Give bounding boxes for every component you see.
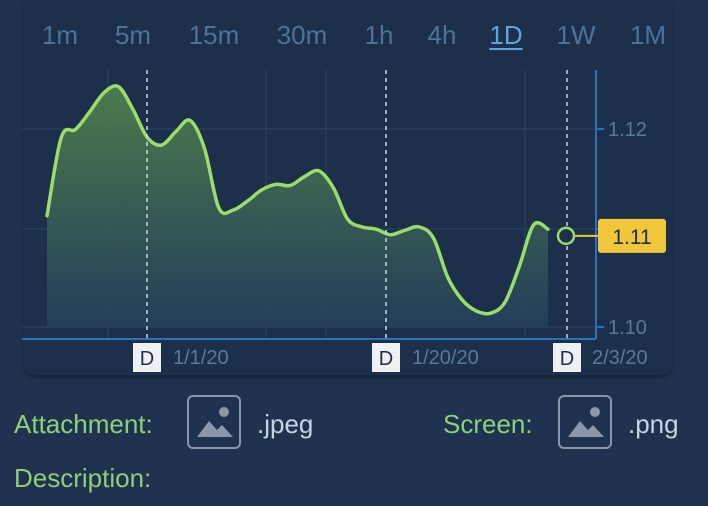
day-marker-label: D (140, 348, 154, 370)
tab-1w[interactable]: 1W (556, 20, 596, 50)
timeframe-tabs: 1m 5m 15m 30m 1h 4h 1D 1W 1M (0, 0, 708, 70)
tab-1h[interactable]: 1h (364, 20, 394, 50)
price-area (47, 85, 548, 327)
x-date-label: 1/1/20 (173, 347, 229, 369)
tab-1m[interactable]: 1m (41, 20, 79, 50)
day-marker-box (372, 343, 400, 372)
day-marker-label: D (379, 348, 393, 370)
day-marker-label: D (560, 348, 574, 370)
description-label: Description: (14, 463, 152, 493)
current-value-badge (598, 218, 666, 253)
attachment-label: Attachment: (14, 409, 153, 439)
y-tick-label: 1.12 (608, 119, 647, 141)
screen-extension: .png (628, 409, 679, 439)
day-marker-box (133, 343, 161, 372)
price-line (45, 84, 550, 316)
day-marker: D (372, 343, 400, 372)
tab-4h[interactable]: 4h (427, 20, 457, 50)
price-chart: 1.121.111.10 1/1/201/20/202/3/20 DDD 1.1… (22, 70, 666, 372)
day-marker-box (553, 343, 581, 372)
attachment-extension: .jpeg (257, 409, 314, 439)
attachment-thumbnail[interactable] (187, 395, 241, 449)
tab-5m[interactable]: 5m (114, 20, 152, 50)
x-date-label: 1/20/20 (412, 347, 479, 369)
current-point-marker (556, 226, 576, 246)
x-date-label: 2/3/20 (592, 347, 648, 369)
y-tick-label: 1.10 (608, 317, 647, 339)
image-icon (197, 407, 233, 437)
screen-thumbnail[interactable] (558, 395, 612, 449)
tab-1d[interactable]: 1D (489, 20, 523, 50)
tab-15m[interactable]: 15m (188, 20, 240, 50)
screen-label: Screen: (443, 409, 533, 439)
day-marker: D (133, 343, 161, 372)
image-icon (568, 407, 604, 437)
tab-1m[interactable]: 1M (629, 20, 667, 50)
current-value-label: 1.11 (612, 226, 651, 249)
day-marker: D (553, 343, 581, 372)
tab-30m[interactable]: 30m (276, 20, 328, 50)
